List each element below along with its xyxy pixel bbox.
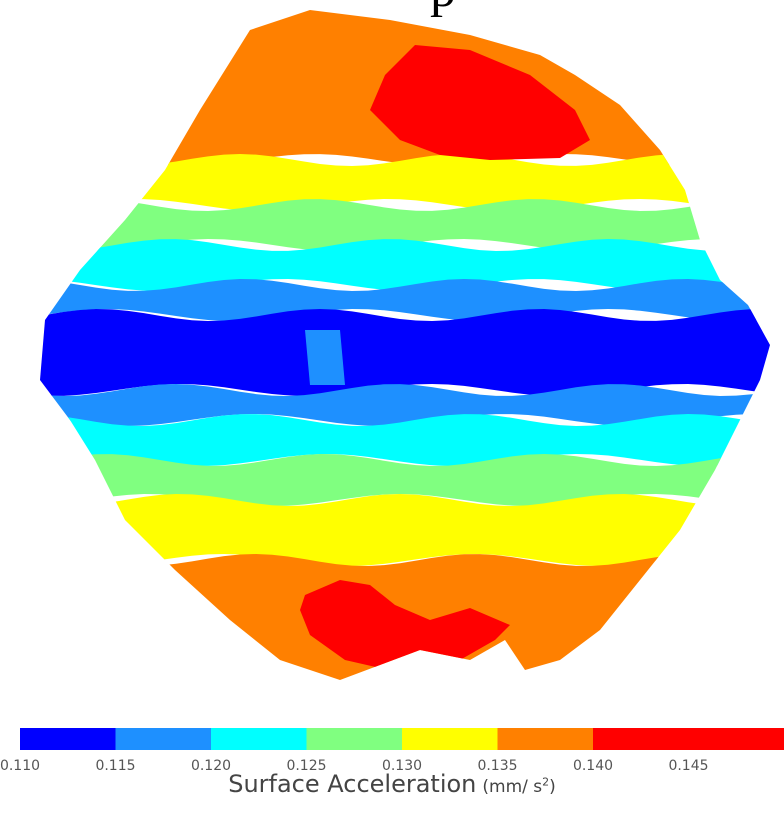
colorbar-tick-label: 0.120 [191, 758, 231, 774]
surface-band [40, 154, 770, 211]
colorbar-label: Surface Acceleration [228, 770, 477, 798]
colorbar-tick-label: 0.140 [573, 758, 613, 774]
colorbar-segment [115, 728, 211, 750]
colorbar-tick-label: 0.115 [95, 758, 135, 774]
title-fragment: p [430, 0, 456, 19]
colorbar-segment [402, 728, 498, 750]
surface-band [40, 239, 770, 291]
surface-band [40, 454, 770, 506]
surface-band [40, 384, 770, 426]
colorbar-tick-label: 0.110 [0, 758, 40, 774]
colorbar-segment [211, 728, 307, 750]
surface-band [40, 414, 770, 466]
colorbar: 0.110 0.115 0.120 0.125 0.130 0.135 0.140 0.145 [0, 728, 784, 774]
colorbar-tick-label: 0.125 [286, 758, 326, 774]
surface-band-peak-south [300, 580, 510, 668]
colorbar-segment [20, 728, 116, 750]
colorbar-segment [497, 728, 593, 750]
surface-band-peak-north [370, 45, 590, 160]
colorbar-segment [593, 728, 784, 750]
colorbar-segment [306, 728, 402, 750]
surface-band [40, 309, 770, 396]
colorbar-unit-base: (mm/ s [482, 777, 543, 797]
colorbar-tick-label: 0.135 [477, 758, 517, 774]
surface-band [40, 199, 770, 251]
colorbar-unit-exponent: 2 [542, 775, 550, 789]
surface-band [40, 494, 770, 566]
colorbar-tick-label: 0.130 [382, 758, 422, 774]
colorbar-tick-label: 0.145 [668, 758, 708, 774]
colorbar-title: Surface Acceleration (mm/ s2) [0, 770, 784, 798]
colorbar-unit-close: ) [549, 777, 556, 797]
surface-band [40, 279, 770, 321]
surface-band-divider [305, 330, 345, 385]
